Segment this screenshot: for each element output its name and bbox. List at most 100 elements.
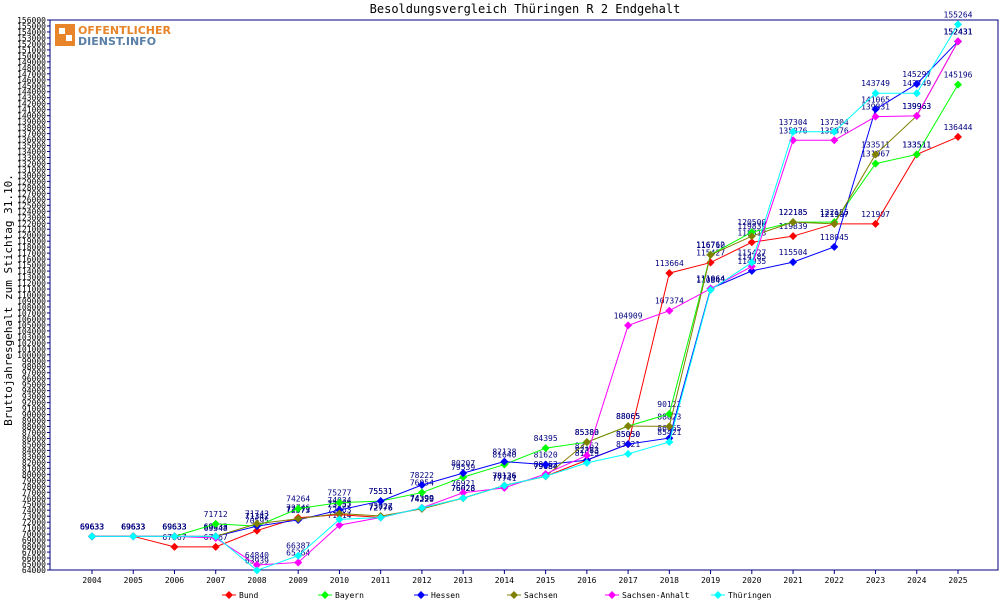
data-label: 111064 [696,275,725,284]
y-tick-label: 112000 [17,279,46,288]
data-label: 81640 [492,451,516,460]
legend-marker [417,591,425,599]
y-tick-label: 126000 [17,195,46,204]
data-label: 69633 [80,522,104,531]
x-tick-label: 2022 [825,576,844,585]
y-tick-label: 130000 [17,171,46,180]
x-tick-label: 2024 [907,576,926,585]
x-tick-label: 2005 [124,576,143,585]
data-label: 115427 [737,249,766,258]
y-tick-label: 102000 [17,339,46,348]
x-tick-label: 2014 [495,576,514,585]
data-point [871,219,880,228]
data-label: 133511 [902,140,931,149]
data-label: 74399 [410,494,434,503]
data-point [335,509,344,518]
x-tick-label: 2018 [660,576,679,585]
y-tick-label: 137000 [17,130,46,139]
y-tick-label: 74000 [22,506,46,515]
y-tick-label: 123000 [17,213,46,222]
data-label: 69633 [162,522,186,531]
data-point [582,451,591,460]
data-label: 85050 [616,430,640,439]
data-label: 69633 [80,522,104,531]
y-tick-label: 78000 [22,482,46,491]
y-tick-label: 85000 [22,440,46,449]
x-tick-label: 2016 [577,576,596,585]
data-label: 69633 [121,522,145,531]
y-tick-label: 89000 [22,417,46,426]
data-point [912,150,921,159]
data-label: 71743 [245,510,269,519]
series-bund [88,132,962,551]
y-tick-label: 95000 [22,381,46,390]
axes [49,19,999,571]
data-label: 82138 [492,448,516,457]
data-label: 139963 [902,102,931,111]
data-point [417,480,426,489]
y-tick-label: 107000 [17,309,46,318]
data-point [500,481,509,490]
data-point [706,285,715,294]
data-label: 133511 [861,140,890,149]
x-tick-label: 2012 [412,576,431,585]
data-label: 71712 [204,510,228,519]
data-point [747,258,756,267]
x-tick-label: 2021 [783,576,802,585]
data-point [541,472,550,481]
data-point [871,150,880,159]
data-point [665,306,674,315]
data-label: 111064 [696,275,725,284]
y-tick-label: 124000 [17,207,46,216]
y-tick-label: 139000 [17,118,46,127]
legend: Bund Bayern Hessen Sachsen Sachsen-Anhalt Thü… [222,591,772,600]
y-ticks: 6400065000660006700068000690007000071000… [17,16,50,575]
legend-label: Sachsen [524,591,558,600]
y-tick-label: 129000 [17,177,46,186]
legend-marker [510,591,518,599]
y-tick-label: 128000 [17,183,46,192]
x-tick-label: 2006 [165,576,184,585]
data-point [170,542,179,551]
y-tick-label: 141000 [17,106,46,115]
y-tick-label: 72000 [22,518,46,527]
y-tick-label: 70000 [22,530,46,539]
data-label: 75531 [369,487,393,496]
data-label: 76028 [451,484,475,493]
legend-label: Bayern [335,591,364,600]
data-label: 115504 [779,248,808,257]
data-label: 78136 [492,471,516,480]
x-tick-label: 2020 [742,576,761,585]
data-label: 69348 [204,524,228,533]
data-point [500,457,509,466]
y-tick-label: 99000 [22,357,46,366]
y-tick-label: 105000 [17,321,46,330]
y-tick-label: 75000 [22,500,46,509]
data-label: 141065 [861,95,890,104]
data-point [954,20,962,29]
data-point [624,422,633,431]
y-tick-label: 106000 [17,315,46,324]
x-ticks: 2004 2005 2006 2007 2008 2009 2010 2011 2012 2013… [82,570,968,585]
data-point [665,437,674,446]
y-tick-label: 76000 [22,494,46,503]
data-label: 85421 [657,428,681,437]
data-point [624,440,633,449]
data-label: 137304 [820,118,849,127]
y-tick-label: 98000 [22,363,46,372]
data-label: 152431 [944,27,973,36]
data-label: 76028 [451,484,475,493]
data-label: 69633 [80,522,104,531]
y-tick-label: 153000 [17,34,46,43]
y-tick-label: 94000 [22,387,46,396]
data-label: 84395 [534,434,558,443]
data-label: 78136 [492,471,516,480]
x-tick-label: 2009 [289,576,308,585]
data-label: 114785 [737,252,766,261]
y-tick-label: 92000 [22,399,46,408]
y-tick-label: 97000 [22,369,46,378]
series-line [92,84,959,537]
series-bayern [88,80,962,541]
x-tick-label: 2025 [948,576,967,585]
data-point [830,219,839,228]
